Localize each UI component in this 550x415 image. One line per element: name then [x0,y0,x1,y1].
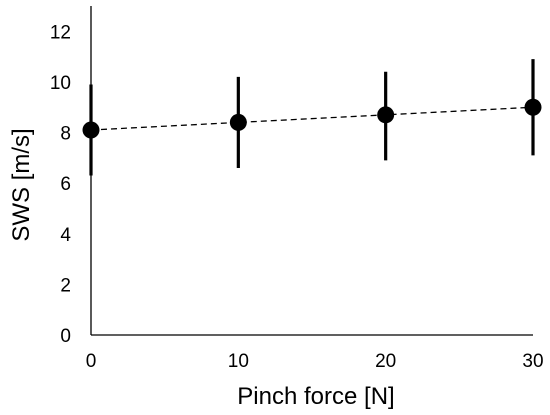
x-tick-label: 10 [228,351,249,372]
y-axis-title: SWS [m/s] [8,128,35,241]
x-tick-label: 0 [86,351,97,372]
y-tick-label: 8 [60,124,71,145]
error-bars [89,59,535,176]
data-point [524,98,542,116]
data-point [82,121,100,139]
y-tick-label: 10 [50,73,71,94]
x-tick-labels: 0 10 20 30 [86,351,544,372]
data-points [82,98,542,139]
trendline-group [90,106,534,131]
y-tick-labels: 0 2 4 6 8 10 12 [50,22,72,347]
data-point [377,106,395,124]
x-tick-label: 30 [522,351,543,372]
x-tick-label: 20 [375,351,396,372]
y-tick-label: 12 [50,22,71,43]
y-tick-label: 6 [60,174,71,195]
y-tick-label: 2 [60,275,71,296]
data-point [229,113,247,131]
trendline [90,106,534,131]
y-tick-label: 0 [60,326,71,347]
axes [90,6,533,336]
x-axis-title: Pinch force [N] [237,383,394,410]
y-tick-label: 4 [60,225,71,246]
